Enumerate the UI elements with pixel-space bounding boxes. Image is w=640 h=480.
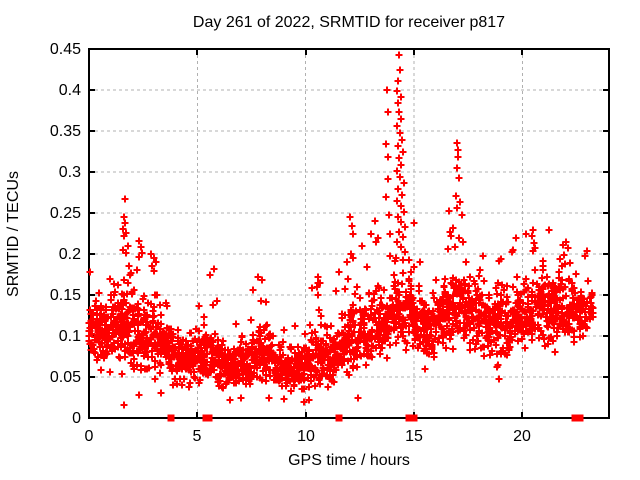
chart-title: Day 261 of 2022, SRMTID for receiver p81… — [192, 14, 506, 31]
y-tick-label: 0.1 — [59, 328, 81, 345]
x-tick-label: 0 — [85, 428, 94, 445]
y-tick-label: 0.25 — [50, 205, 81, 222]
plot-border — [88, 48, 610, 419]
y-tick-label: 0.05 — [50, 369, 81, 386]
y-tick-label: 0.2 — [59, 246, 81, 263]
scatter-points — [85, 51, 597, 409]
y-tick-label: 0 — [72, 410, 81, 427]
x-axis-label: GPS time / hours — [288, 452, 410, 469]
axis-flag-square — [335, 414, 343, 422]
axis-flag-square — [576, 414, 584, 422]
y-tick-label: 0.35 — [50, 123, 81, 140]
y-tick-label: 0.45 — [50, 41, 81, 58]
x-tick-label: 15 — [405, 428, 423, 445]
axis-flag-square — [167, 414, 175, 422]
x-tick-label: 5 — [193, 428, 202, 445]
y-axis-label: SRMTID / TECUs — [5, 171, 22, 297]
y-tick-label: 0.3 — [59, 164, 81, 181]
y-tick-label: 0.4 — [59, 82, 81, 99]
x-tick-label: 10 — [297, 428, 315, 445]
y-tick-label: 0.15 — [50, 287, 81, 304]
axis-flag-square — [410, 414, 418, 422]
axis-flag-square — [205, 414, 213, 422]
axis-flag-square — [405, 414, 413, 422]
x-tick-label: 20 — [513, 428, 531, 445]
axis-flag-square — [571, 414, 579, 422]
